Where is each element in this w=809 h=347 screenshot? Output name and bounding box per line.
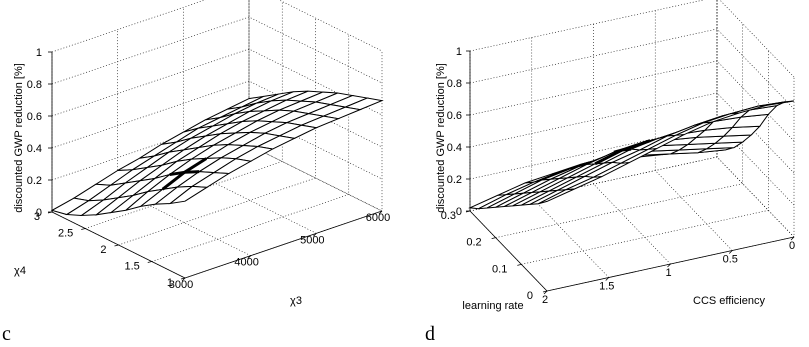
y-tick xyxy=(114,244,119,247)
floor-wall-grid-x-line xyxy=(248,0,383,212)
y-tick-label: 0.2 xyxy=(466,237,481,249)
highlight-line-y xyxy=(613,147,632,154)
floor-wall-grid-y-line xyxy=(521,50,769,265)
z-tick-label: 0.2 xyxy=(447,174,462,186)
x-tick-label: 4000 xyxy=(234,257,258,269)
y-tick-label: 2 xyxy=(100,244,106,256)
z-tick-label: 0.2 xyxy=(27,175,42,187)
wall-grid-z-line xyxy=(51,80,383,149)
z-axis-label: discounted GWP reduction [%] xyxy=(435,63,447,213)
y-tick-label: 0.1 xyxy=(492,263,507,275)
y-tick xyxy=(147,261,152,263)
z-tick-label: 0 xyxy=(456,206,462,218)
x-tick xyxy=(728,250,733,254)
surface-patch xyxy=(538,188,575,205)
panel-label-d: d xyxy=(425,323,435,345)
surface-plot-c: c 3000 4000 5000 6000 1 1.5 2 2.5 3 0 0.2 0.4 0.6 0.8… xyxy=(2,0,390,345)
z-tick-label: 0.6 xyxy=(27,111,42,123)
z-tick-label: 1 xyxy=(456,46,462,58)
z-tick-label: 0.8 xyxy=(447,78,462,90)
x-tick-label: 2 xyxy=(542,294,548,306)
wall-grid-z-line xyxy=(51,0,383,53)
x-axis-line xyxy=(184,210,383,279)
y-tick-label: 3 xyxy=(34,211,40,223)
floor-wall-grid-x-line xyxy=(117,29,251,256)
wall-grid-z-line xyxy=(51,48,383,117)
y-tick-label: 2.5 xyxy=(58,228,73,240)
y-tick-label: 1 xyxy=(167,277,173,289)
x-tick xyxy=(378,210,383,215)
y-axis-line xyxy=(469,210,548,292)
x-tick xyxy=(313,233,317,237)
x-tick xyxy=(790,236,795,241)
x-tick xyxy=(667,263,671,268)
y-axis-label: χ4 xyxy=(14,265,26,277)
y-tick-label: 1.5 xyxy=(124,261,139,273)
y-tick xyxy=(491,237,496,240)
y-tick xyxy=(81,228,86,230)
y-tick xyxy=(517,263,522,266)
x-tick-label: 3000 xyxy=(169,279,193,291)
wall-grid-z-line xyxy=(469,0,795,78)
x-tick-label: 1 xyxy=(665,267,671,279)
x-tick-label: 0 xyxy=(789,240,795,252)
x-tick-label: 0.5 xyxy=(723,254,738,266)
chart-c-svg: c 3000 4000 5000 6000 1 1.5 2 2.5 30 0.2 0.4 0.6 0.8… xyxy=(2,0,390,345)
highlight-line-y xyxy=(169,170,200,177)
floor-wall-grid-y-line xyxy=(151,34,350,262)
x-axis-label: χ3 xyxy=(290,295,302,307)
x-axis-label: CCS efficiency xyxy=(693,295,765,307)
z-tick-label: 0.6 xyxy=(447,110,462,122)
wall-grid-z-line xyxy=(469,28,795,110)
floor-wall-grid-x-line xyxy=(183,7,317,234)
surface-plot-d: d 2 1.5 1 0.5 0 0 0.1 0.2 0.3 0 0.2 0.4 0.6 0.8 1 CCS e… xyxy=(404,0,809,347)
surface-patch xyxy=(168,185,209,205)
z-tick-label: 0.8 xyxy=(27,79,42,91)
z-tick-label: 1 xyxy=(36,47,42,59)
floor-wall-grid-y-line xyxy=(495,23,743,238)
panel-label-c: c xyxy=(2,323,11,345)
x-tick xyxy=(605,277,610,281)
y-tick-label: 0 xyxy=(527,290,533,302)
x-tick xyxy=(247,255,251,259)
x-tick-label: 1.5 xyxy=(599,281,614,293)
y-axis-label: learning rate xyxy=(462,300,523,312)
floor-wall-grid-y-line xyxy=(118,18,316,246)
z-tick-label: 0.4 xyxy=(447,142,462,154)
z-tick-label: 0.4 xyxy=(27,143,42,155)
x-tick-label: 6000 xyxy=(366,212,390,224)
y-tick-label: 0.3 xyxy=(441,210,456,222)
x-tick-label: 5000 xyxy=(300,234,324,246)
floor-wall-grid-x-line xyxy=(531,37,609,278)
floor-wall-grid-y-line xyxy=(85,1,283,229)
floor-wall-grid-x-line xyxy=(469,51,548,292)
y-tick xyxy=(180,277,186,280)
y-tick xyxy=(542,290,548,293)
wall-grid-z-line xyxy=(51,16,383,85)
z-axis-label: discounted GWP reduction [%] xyxy=(13,63,25,213)
z-tick-label: 0 xyxy=(36,207,42,219)
